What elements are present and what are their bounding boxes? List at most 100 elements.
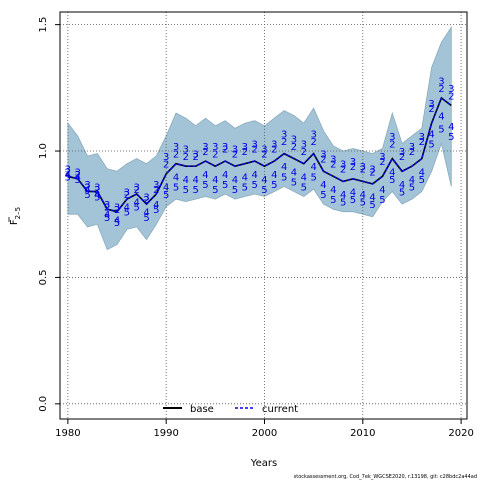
retro-label-4-1987: 4 (133, 198, 139, 209)
retro-label-2-1993: 2 (192, 152, 198, 163)
retro-label-4-2016: 4 (419, 167, 425, 178)
retro-label-2-1983: 2 (94, 185, 100, 196)
retro-label-4-1983: 4 (94, 190, 100, 201)
retro-label-5-2014: 5 (399, 187, 405, 198)
retro-label-5-2001: 5 (271, 180, 277, 191)
retro-label-3-1986: 3 (124, 187, 130, 198)
y-tick-label-1: 1.0 (38, 143, 49, 159)
retro-label-4-2012: 4 (379, 185, 385, 196)
retro-label-2-2018: 2 (438, 84, 444, 95)
retro-label-3-2009: 3 (350, 157, 356, 168)
retro-label-4-1989: 4 (153, 200, 159, 211)
retro-label-5-2004: 5 (301, 182, 307, 193)
x-tick-label-2000: 2000 (252, 428, 277, 439)
retro-label-2-1991: 2 (173, 150, 179, 161)
retro-label-5-1995: 5 (212, 185, 218, 196)
retro-label-4-2004: 4 (301, 172, 307, 183)
retro-label-4-1997: 4 (232, 175, 238, 186)
retro-label-2-2017: 2 (428, 104, 434, 115)
retro-label-5-2012: 5 (379, 195, 385, 206)
retro-label-2-1989: 2 (153, 185, 159, 196)
y-axis-title-main: F (9, 219, 20, 225)
retro-label-5-1983: 5 (94, 193, 100, 204)
retro-label-3-2006: 3 (320, 150, 326, 161)
retro-label-4-2002: 4 (281, 162, 287, 173)
retro-label-4-1990: 4 (163, 182, 169, 193)
retro-label-4-1991: 4 (173, 172, 179, 183)
series-line-current (67, 96, 452, 213)
retro-label-3-1997: 3 (232, 145, 238, 156)
x-tick-label-1980: 1980 (55, 428, 80, 439)
retro-label-3-2016: 3 (419, 132, 425, 143)
retro-label-4-2003: 4 (291, 167, 297, 178)
y-tick-label-group-1: 1.0 (38, 143, 49, 159)
retro-label-5-1984: 5 (104, 213, 110, 224)
retro-label-3-2002: 3 (281, 129, 287, 140)
retro-label-3-1993: 3 (192, 150, 198, 161)
retro-label-2-1985: 2 (114, 205, 120, 216)
legend-base-label: base (190, 404, 214, 415)
retro-label-3-2011: 3 (369, 165, 375, 176)
retro-label-5-2018: 5 (438, 124, 444, 135)
retro-label-4-1993: 4 (192, 175, 198, 186)
retro-label-3-1980: 3 (65, 165, 71, 176)
retro-label-3-2015: 3 (409, 142, 415, 153)
footer-credit: stockassessment.org, Cod_7ek_WGCSE2020, … (294, 474, 477, 480)
plot-frame (59, 11, 468, 420)
retro-label-5-1999: 5 (251, 180, 257, 191)
retro-label-2-1982: 2 (84, 182, 90, 193)
retro-label-5-2003: 5 (291, 177, 297, 188)
retro-label-4-2009: 4 (350, 187, 356, 198)
y-axis: 0.0 0.5 1.0 1.5 (38, 17, 60, 412)
retro-label-3-1985: 3 (114, 203, 120, 214)
retro-label-5-1981: 5 (75, 175, 81, 186)
retro-label-5-1989: 5 (153, 205, 159, 216)
retro-label-3-2019: 3 (448, 84, 454, 95)
retro-label-2-2003: 2 (291, 142, 297, 153)
retro-label-2-1992: 2 (183, 152, 189, 163)
x-axis: 1980 1990 2000 2010 2020 (55, 419, 474, 439)
retro-label-3-2017: 3 (428, 99, 434, 110)
retro-label-4-1985: 4 (114, 215, 120, 226)
retro-label-3-1994: 3 (202, 142, 208, 153)
retro-label-4-1999: 4 (251, 170, 257, 181)
legend-current-label: current (262, 404, 298, 415)
retro-label-5-1980: 5 (65, 172, 71, 183)
retro-label-5-1996: 5 (222, 180, 228, 191)
x-axis-title: Years (250, 458, 277, 469)
retro-label-2-2001: 2 (271, 145, 277, 156)
retro-label-2-2019: 2 (448, 91, 454, 102)
retro-label-5-1988: 5 (143, 213, 149, 224)
retro-label-2-2011: 2 (369, 167, 375, 178)
x-tick-label-2010: 2010 (350, 428, 375, 439)
y-tick-label-group-1.5: 1.5 (38, 17, 49, 33)
retro-label-5-1982: 5 (84, 190, 90, 201)
retro-label-4-2014: 4 (399, 180, 405, 191)
retro-label-4-2013: 4 (389, 167, 395, 178)
retro-label-2-1990: 2 (163, 160, 169, 171)
retro-label-4-1994: 4 (202, 170, 208, 181)
retro-label-5-1990: 5 (163, 190, 169, 201)
retro-label-2-2012: 2 (379, 157, 385, 168)
retro-label-2-2006: 2 (320, 155, 326, 166)
retro-label-4-1988: 4 (143, 208, 149, 219)
y-tick-label-0: 0.0 (38, 396, 49, 412)
retro-label-5-2013: 5 (389, 175, 395, 186)
x-tick-label-1990: 1990 (153, 428, 178, 439)
retro-label-2-2007: 2 (330, 160, 336, 171)
retro-label-5-1997: 5 (232, 185, 238, 196)
retro-label-3-2012: 3 (379, 152, 385, 163)
retro-label-5-2015: 5 (409, 182, 415, 193)
retro-label-2-2008: 2 (340, 165, 346, 176)
retro-label-5-1992: 5 (183, 185, 189, 196)
y-tick-label-1.5: 1.5 (38, 17, 49, 33)
retro-label-2-2002: 2 (281, 137, 287, 148)
grid-lines (60, 12, 467, 419)
retro-label-4-2015: 4 (409, 175, 415, 186)
retro-label-3-1998: 3 (242, 142, 248, 153)
retro-label-5-2010: 5 (360, 198, 366, 209)
retro-label-3-2008: 3 (340, 160, 346, 171)
retro-label-4-2005: 4 (310, 162, 316, 173)
retro-label-5-2017: 5 (428, 139, 434, 150)
svg-text:F2–5: F2–5 (9, 207, 22, 225)
